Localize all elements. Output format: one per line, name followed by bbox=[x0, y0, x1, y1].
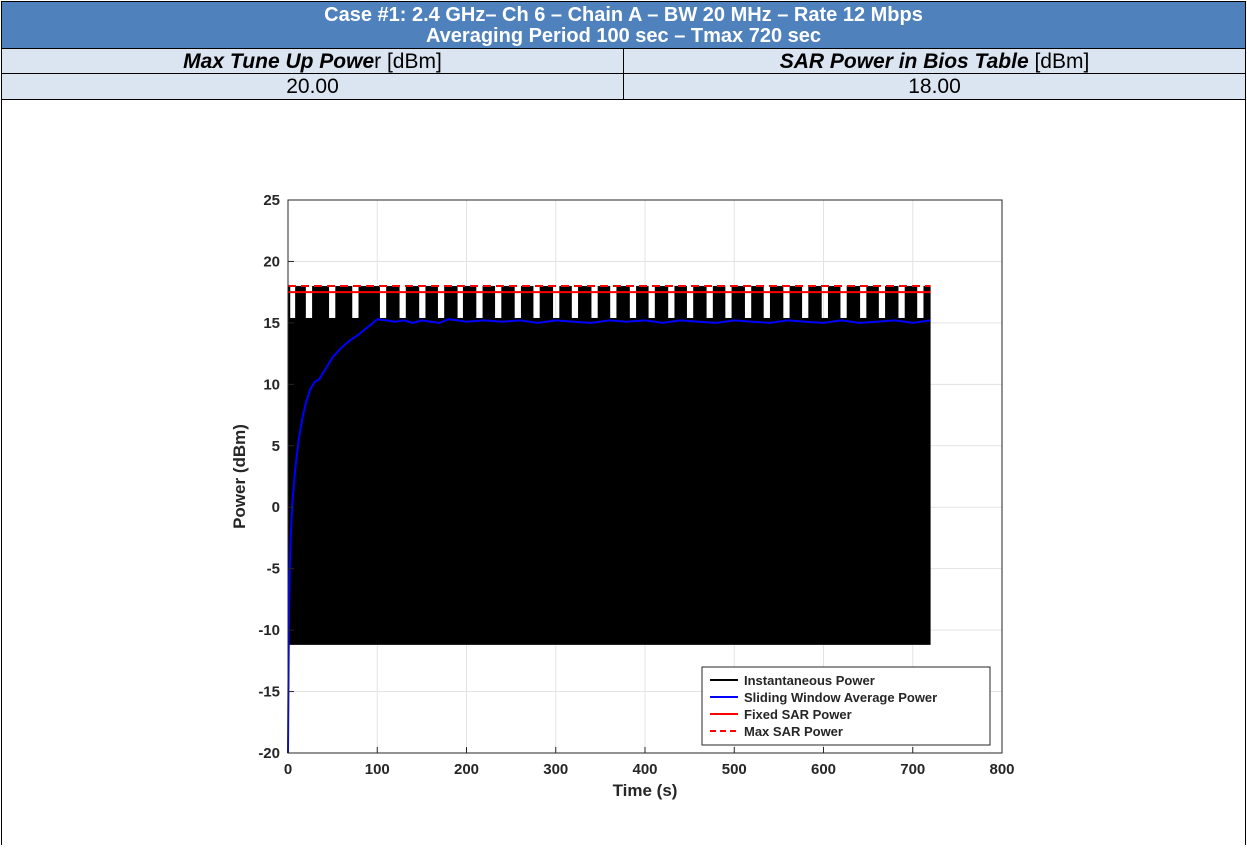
instantaneous-power-burst bbox=[482, 286, 496, 319]
power-chart: 0 100 200 300 400 500 600 700 800 -20 -15 -10 -5 0 5 10… bbox=[230, 192, 1015, 800]
x-tick-label: 600 bbox=[811, 761, 836, 778]
instantaneous-power-burst bbox=[288, 286, 291, 319]
instantaneous-power-burst bbox=[520, 286, 534, 319]
legend-box bbox=[701, 666, 991, 746]
legend: Instantaneous Power Sliding Window Averag… bbox=[701, 666, 991, 746]
instantaneous-power-burst bbox=[693, 286, 707, 319]
instantaneous-power-burst bbox=[712, 286, 726, 319]
y-tick-label: 25 bbox=[263, 192, 280, 209]
axes: 0 100 200 300 400 500 600 700 800 -20 -15 -10 -5 0 5 10… bbox=[230, 192, 1015, 800]
x-tick-label: 400 bbox=[632, 761, 657, 778]
y-tick-label: 15 bbox=[263, 315, 280, 332]
chart-marks bbox=[287, 285, 931, 754]
value-sar-bios: 18.00 bbox=[623, 73, 1246, 100]
y-axis-label: Power (dBm) bbox=[230, 424, 249, 529]
instantaneous-power-burst bbox=[846, 286, 861, 319]
legend-label: Fixed SAR Power bbox=[744, 707, 852, 722]
column-header-bold: Max Tune Up Powe bbox=[183, 50, 375, 73]
y-tick-label: -15 bbox=[258, 684, 280, 701]
y-tick-label: -10 bbox=[258, 622, 280, 639]
instantaneous-power-burst bbox=[616, 286, 630, 319]
instantaneous-power-burst bbox=[827, 286, 841, 319]
instantaneous-power-burst bbox=[312, 286, 330, 319]
instantaneous-power-burst bbox=[559, 286, 572, 319]
instantaneous-power-burst bbox=[425, 286, 438, 319]
column-header-unit: [dBm] bbox=[1028, 50, 1090, 73]
x-tick-label: 700 bbox=[900, 761, 925, 778]
legend-label: Max SAR Power bbox=[744, 724, 843, 739]
legend-label: Instantaneous Power bbox=[744, 673, 875, 688]
instantaneous-power-band bbox=[288, 317, 931, 645]
instantaneous-power-burst bbox=[386, 286, 400, 319]
y-tick-label: 5 bbox=[272, 438, 280, 455]
instantaneous-power-burst bbox=[808, 286, 822, 319]
plot-cell: 0 100 200 300 400 500 600 700 800 -20 -15 -10 -5 0 5 10… bbox=[1, 99, 1246, 845]
instantaneous-power-burst bbox=[501, 286, 515, 319]
column-header-max-tune-up: Max Tune Up Power [dBm] bbox=[1, 48, 624, 74]
instantaneous-power-burst bbox=[462, 286, 477, 319]
y-tick-label: -20 bbox=[258, 745, 280, 762]
y-tick-label: 20 bbox=[263, 253, 280, 270]
legend-label: Sliding Window Average Power bbox=[744, 690, 937, 705]
x-tick-label: 800 bbox=[989, 761, 1014, 778]
instantaneous-power-burst bbox=[444, 286, 458, 319]
header-line-2: Averaging Period 100 sec – Tmax 720 sec bbox=[425, 25, 822, 47]
instantaneous-power-burst bbox=[769, 286, 784, 319]
instantaneous-power-burst bbox=[923, 286, 931, 319]
x-tick-label: 300 bbox=[543, 761, 568, 778]
instantaneous-power-burst bbox=[636, 286, 649, 319]
y-tick-label: 0 bbox=[272, 499, 280, 516]
column-header-sar-bios: SAR Power in Bios Table [dBm] bbox=[623, 48, 1246, 74]
y-tick-label: 10 bbox=[263, 376, 280, 393]
instantaneous-power-burst bbox=[751, 286, 764, 319]
instantaneous-power-burst bbox=[335, 286, 353, 319]
instantaneous-power-burst bbox=[674, 286, 687, 319]
table-header: Case #1: 2.4 GHz– Ch 6 – Chain A – BW 20… bbox=[1, 1, 1246, 49]
header-line-1: Case #1: 2.4 GHz– Ch 6 – Chain A – BW 20… bbox=[324, 4, 923, 26]
column-header-unit: r [dBm] bbox=[374, 50, 442, 73]
value-max-tune-up: 20.00 bbox=[1, 73, 624, 100]
y-tick-label: -5 bbox=[267, 561, 280, 578]
instantaneous-power-burst bbox=[904, 286, 918, 319]
instantaneous-power-burst bbox=[295, 286, 306, 319]
instantaneous-power-burst bbox=[866, 286, 879, 319]
instantaneous-power-burst bbox=[358, 286, 380, 319]
instantaneous-power-burst bbox=[405, 286, 420, 319]
sliding-average-line bbox=[287, 318, 931, 754]
column-header-bold: SAR Power in Bios Table bbox=[779, 50, 1029, 73]
instantaneous-power-burst bbox=[654, 286, 669, 319]
instantaneous-power-burst bbox=[885, 286, 899, 319]
x-tick-label: 100 bbox=[365, 761, 390, 778]
x-tick-label: 200 bbox=[454, 761, 479, 778]
instantaneous-power-burst bbox=[578, 286, 592, 319]
x-axis-label: Time (s) bbox=[613, 781, 678, 800]
x-tick-label: 0 bbox=[284, 761, 292, 778]
x-tick-label: 500 bbox=[722, 761, 747, 778]
instantaneous-power-burst bbox=[789, 286, 803, 319]
instantaneous-power-burst bbox=[597, 286, 611, 319]
instantaneous-power-burst bbox=[539, 286, 554, 319]
instantaneous-power-burst bbox=[731, 286, 745, 319]
